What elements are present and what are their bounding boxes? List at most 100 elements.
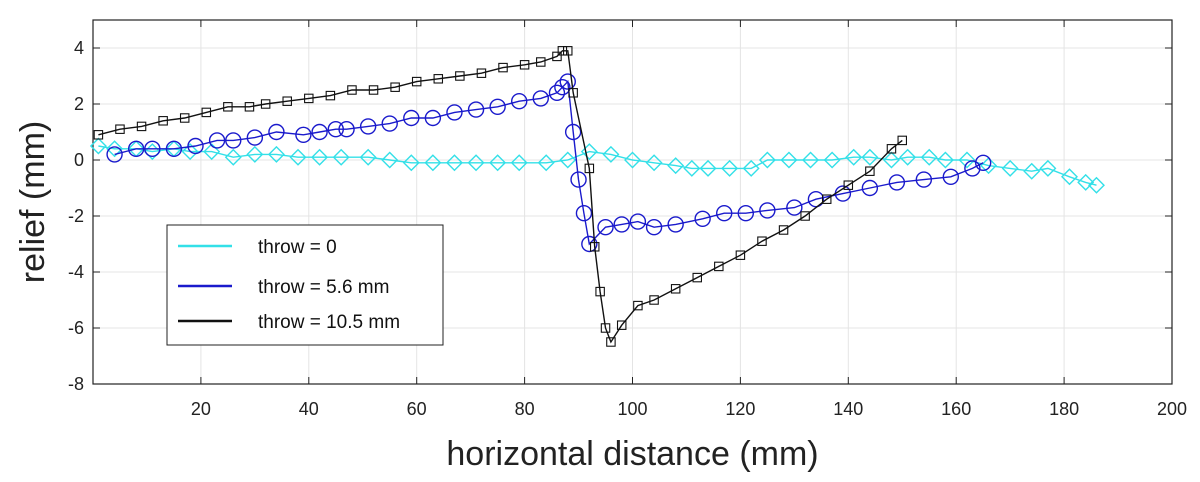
x-tick-label: 140 <box>833 399 863 419</box>
data-point-diamond <box>359 148 377 166</box>
data-point-square <box>606 337 616 347</box>
data-point-square <box>589 242 600 252</box>
data-point-square <box>390 82 400 92</box>
data-point-square <box>244 102 255 112</box>
data-point-diamond <box>980 157 998 175</box>
data-point-square <box>778 225 789 235</box>
data-point-circle <box>645 218 663 236</box>
data-point-circle <box>667 216 684 233</box>
data-point-square <box>649 295 659 305</box>
data-point-circle <box>327 120 344 138</box>
data-point-square <box>670 284 681 294</box>
data-point-circle <box>964 160 981 177</box>
data-point-circle <box>511 92 528 110</box>
data-point-square <box>552 51 562 62</box>
data-point-circle <box>106 146 123 163</box>
data-point-circle <box>446 104 463 121</box>
data-point-circle <box>564 123 582 141</box>
data-point-diamond <box>683 159 701 177</box>
data-point-square <box>595 286 605 297</box>
data-point-circle <box>403 109 420 127</box>
data-point-diamond <box>882 151 900 169</box>
data-point-diamond <box>920 148 938 166</box>
y-tick-label: 4 <box>74 38 84 58</box>
data-point-diamond <box>402 154 420 172</box>
data-point-square <box>843 180 854 190</box>
data-point-square <box>757 236 767 246</box>
data-point-square <box>347 85 357 95</box>
data-point-circle <box>295 126 312 144</box>
data-point-circle <box>694 210 711 228</box>
data-point-square <box>616 320 627 330</box>
legend-label-throw-5-6: throw = 5.6 mm <box>258 277 389 298</box>
data-point-diamond <box>246 145 264 163</box>
data-point-circle <box>548 84 566 102</box>
data-point-circle <box>268 123 285 141</box>
data-point-diamond <box>1061 168 1078 186</box>
data-point-diamond <box>742 159 760 177</box>
data-point-circle <box>581 235 598 253</box>
series-3 <box>93 46 907 347</box>
data-point-circle <box>629 213 647 230</box>
data-point-diamond <box>624 151 641 169</box>
data-point-circle <box>187 137 204 155</box>
y-tick-label: -6 <box>68 318 84 338</box>
data-point-diamond <box>424 154 442 172</box>
data-point-circle <box>570 171 587 188</box>
x-tick-label: 60 <box>407 399 427 419</box>
legend: throw = 0 throw = 5.6 mm throw = 10.5 mm <box>166 224 444 346</box>
data-point-square <box>897 135 907 146</box>
data-point-diamond <box>721 159 739 177</box>
y-tick-label: -8 <box>68 374 84 394</box>
data-point-square <box>115 124 125 134</box>
data-point-square <box>633 300 643 311</box>
data-point-square <box>136 121 147 132</box>
data-point-square <box>325 90 336 101</box>
data-point-square <box>433 74 444 84</box>
data-point-diamond <box>289 148 307 166</box>
data-point-square <box>304 93 314 104</box>
data-point-square <box>800 211 810 221</box>
data-point-diamond <box>537 154 555 172</box>
data-point-square <box>260 99 271 109</box>
data-point-diamond <box>224 148 242 166</box>
data-point-diamond <box>467 154 485 172</box>
data-point-circle <box>915 171 933 188</box>
data-point-circle <box>613 216 630 233</box>
data-point-diamond <box>1023 162 1041 180</box>
data-point-square <box>179 113 190 123</box>
data-point-square <box>455 71 465 81</box>
data-point-square <box>476 68 487 78</box>
data-point-circle <box>246 129 264 146</box>
data-point-square <box>368 85 379 95</box>
data-point-diamond <box>489 154 507 172</box>
data-point-circle <box>144 140 161 158</box>
data-point-circle <box>597 218 614 236</box>
data-point-diamond <box>1039 159 1057 177</box>
data-point-circle <box>489 98 506 116</box>
y-tick-label: 0 <box>74 150 84 170</box>
legend-label-throw-10-5: throw = 10.5 mm <box>258 312 400 333</box>
data-point-circle <box>786 199 803 216</box>
y-tick-label: -2 <box>68 206 84 226</box>
data-point-square <box>821 194 832 204</box>
data-point-square <box>536 57 546 67</box>
data-point-diamond <box>203 143 221 161</box>
data-point-diamond <box>758 151 776 169</box>
data-point-circle <box>381 115 398 132</box>
x-tick-label: 100 <box>617 399 647 419</box>
data-point-square <box>600 323 611 333</box>
x-tick-label: 120 <box>725 399 755 419</box>
axis-ticks: 20 40 60 80 100 120 140 160 180 200 -8 -6 -4 -2 0 2 4 <box>68 20 1187 419</box>
data-point-circle <box>716 204 733 222</box>
data-point-diamond <box>667 157 685 175</box>
data-point-square <box>158 116 168 126</box>
x-axis-label: horizontal distance (mm) <box>446 435 818 473</box>
data-point-diamond <box>802 151 820 169</box>
data-point-diamond <box>381 151 399 169</box>
data-point-circle <box>338 120 355 138</box>
y-axis-label: relief (mm) <box>14 121 52 283</box>
data-point-circle <box>467 101 485 118</box>
series-layer <box>89 46 1105 347</box>
data-point-circle <box>225 132 242 149</box>
